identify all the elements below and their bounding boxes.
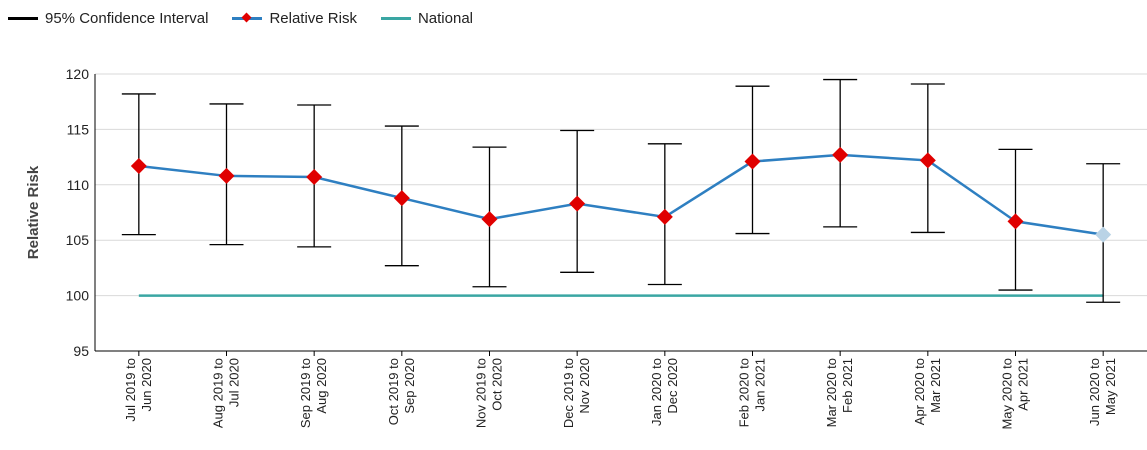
- relative-risk-point: [656, 208, 673, 225]
- x-tick-label: Nov 2019 to Oct 2020: [474, 358, 505, 428]
- x-tick-label: Sep 2019 to Aug 2020: [298, 358, 329, 428]
- y-tick-label: 100: [66, 288, 90, 304]
- x-tick-label: Feb 2020 to Jan 2021: [737, 358, 768, 427]
- x-tick-label-line: Mar 2021: [928, 358, 943, 413]
- x-tick-label-line: Nov 2020: [577, 358, 592, 414]
- x-tick-label-line: Jun 2020: [139, 358, 154, 412]
- legend-item-confidence-interval[interactable]: 95% Confidence Interval: [8, 10, 208, 27]
- x-tick-label-line: Jun 2020 to: [1087, 358, 1102, 426]
- x-tick-label: Apr 2020 to Mar 2021: [912, 358, 943, 425]
- x-tick-label-line: Sep 2019 to: [298, 358, 313, 428]
- ci-line-swatch-icon: [8, 11, 38, 25]
- y-tick-label: 120: [66, 66, 90, 82]
- x-tick-label-line: Dec 2020: [665, 358, 680, 414]
- relative-risk-point: [218, 167, 235, 184]
- x-tick-label-line: Aug 2020: [314, 358, 329, 414]
- relative-risk-series-line: [138, 153, 1104, 236]
- legend-label-ci: 95% Confidence Interval: [45, 9, 209, 27]
- x-tick-label-line: Nov 2019 to: [474, 358, 489, 428]
- x-tick-label: Aug 2019 to Jul 2020: [211, 358, 242, 428]
- y-tick-label: 110: [67, 177, 90, 193]
- x-tick-label: Dec 2019 to Nov 2020: [561, 358, 592, 428]
- x-tick-label-line: Jul 2020: [227, 358, 242, 407]
- x-tick-label-line: Dec 2019 to: [561, 358, 576, 428]
- relative-risk-point: [306, 169, 323, 186]
- y-tick-label: 95: [73, 343, 89, 359]
- relative-risk-point: [1095, 226, 1112, 243]
- national-line-swatch-icon: [380, 11, 411, 25]
- relative-risk-point: [569, 195, 586, 212]
- relative-risk-point: [130, 157, 147, 174]
- x-tick-label-line: May 2020 to: [1000, 358, 1015, 430]
- x-tick-label: Jul 2019 to Jun 2020: [123, 358, 154, 422]
- legend-label-rr: Relative Risk: [269, 9, 357, 27]
- relative-risk-point: [393, 190, 410, 207]
- x-tick-label-line: Mar 2020 to: [824, 358, 839, 427]
- relative-risk-point: [1007, 213, 1024, 230]
- x-tick-label-line: Jan 2021: [753, 358, 768, 412]
- x-tick-label-line: Feb 2020 to: [737, 358, 752, 427]
- x-tick-label-line: Sep 2020: [402, 358, 417, 414]
- relative-risk-point: [744, 153, 761, 170]
- x-tick-label-line: Jan 2020 to: [649, 358, 664, 426]
- legend-item-relative-risk[interactable]: Relative Risk: [232, 10, 357, 27]
- y-axis-title: Relative Risk: [25, 165, 42, 259]
- x-tick-label: Mar 2020 to Feb 2021: [824, 358, 855, 427]
- x-tick-label-line: Oct 2019 to: [386, 358, 401, 425]
- relative-risk-point: [832, 146, 849, 163]
- x-tick-label-line: Oct 2020: [490, 358, 505, 411]
- rr-line-marker-swatch-icon: [232, 11, 263, 25]
- relative-risk-point: [919, 152, 936, 169]
- legend-item-national[interactable]: National: [380, 9, 474, 27]
- chart-legend: 95% Confidence Interval Relative Risk Na…: [8, 8, 497, 28]
- x-tick-label: Jun 2020 to May 2021: [1087, 358, 1118, 426]
- y-tick-label: 105: [66, 232, 90, 248]
- y-tick-label: 115: [67, 121, 90, 137]
- x-tick-label-line: Aug 2019 to: [211, 358, 226, 428]
- x-tick-label-line: Apr 2021: [1016, 358, 1031, 411]
- x-tick-label-line: Feb 2021: [840, 358, 855, 413]
- x-tick-label-line: Apr 2020 to: [912, 358, 927, 425]
- x-tick-label: Jan 2020 to Dec 2020: [649, 358, 680, 426]
- x-tick-label: May 2020 to Apr 2021: [1000, 358, 1031, 430]
- legend-label-national: National: [417, 9, 474, 27]
- x-tick-label-line: Jul 2019 to: [123, 358, 138, 422]
- x-tick-label: Oct 2019 to Sep 2020: [386, 358, 417, 425]
- x-tick-label-line: May 2021: [1103, 358, 1118, 415]
- relative-risk-point: [481, 211, 498, 228]
